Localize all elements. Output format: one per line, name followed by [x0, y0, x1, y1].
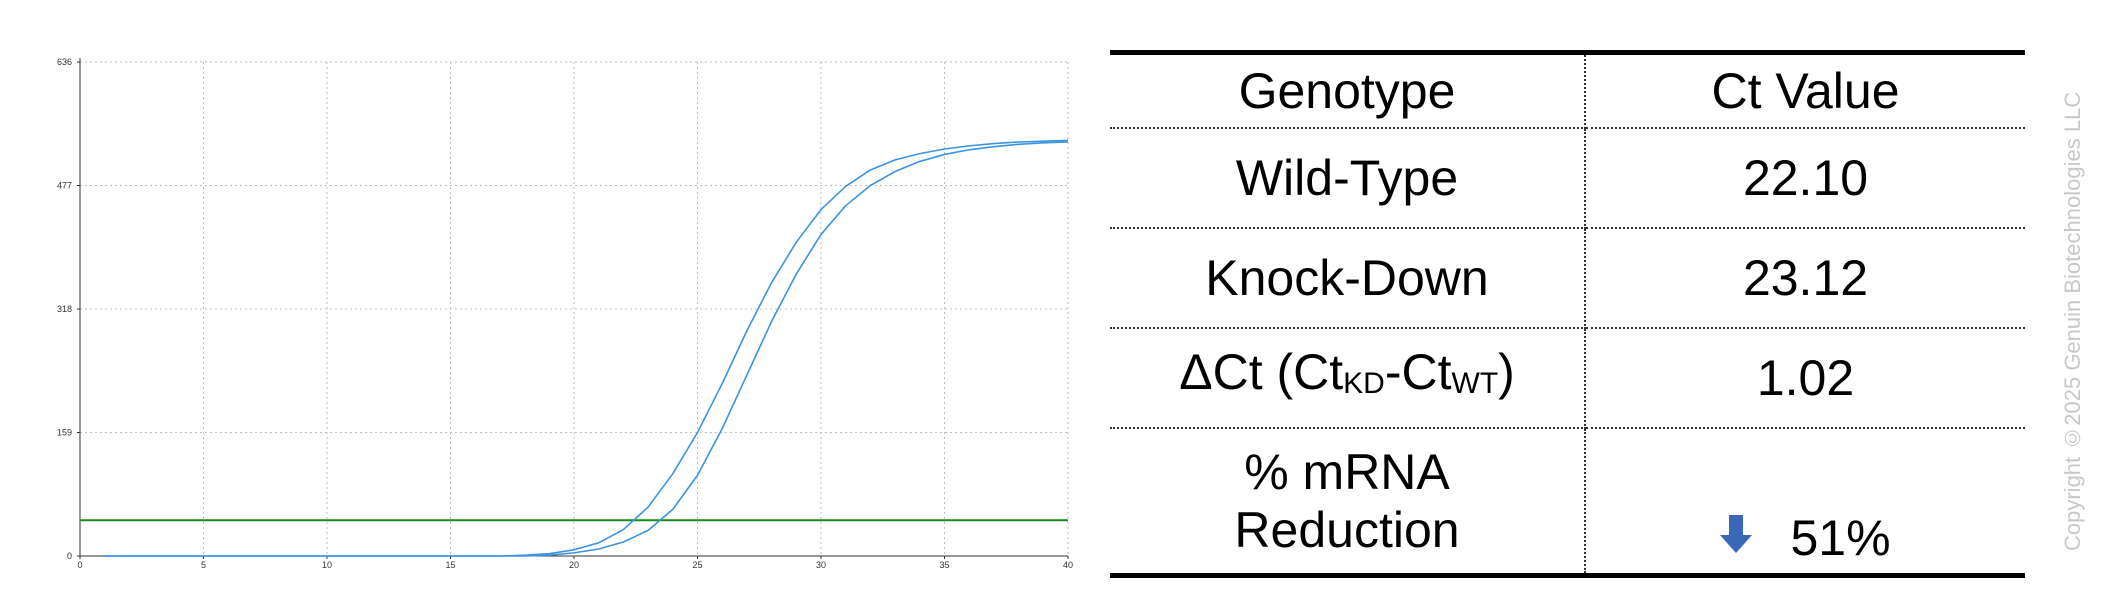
chart-series — [104, 139, 1069, 557]
amplification-curve-1 — [104, 139, 1069, 557]
amplification-curve-2 — [104, 141, 1069, 557]
x-tick-label: 5 — [201, 560, 206, 570]
x-tick-label: 40 — [1063, 560, 1073, 570]
y-tick-label: 318 — [57, 304, 72, 314]
mrna-reduction-label: % mRNA Reduction — [1110, 428, 1586, 576]
ct-results-table: Genotype Ct Value Wild-Type 22.10 Knock-… — [1110, 50, 2025, 578]
x-tick-label: 35 — [939, 560, 949, 570]
delta-ct-label: ΔCt (CtKD-CtWT) — [1110, 328, 1586, 429]
reduction-label-line1: % mRNA — [1244, 444, 1450, 500]
header-ct-value: Ct Value — [1585, 52, 2025, 129]
y-tick-label: 636 — [57, 57, 72, 67]
y-tick-label: 0 — [67, 551, 72, 561]
mrna-reduction-value-cell: 51% — [1585, 428, 2025, 576]
x-tick-label: 0 — [77, 560, 82, 570]
y-tick-label: 477 — [57, 181, 72, 191]
table-row-wild-type: Wild-Type 22.10 — [1110, 128, 2025, 229]
knock-down-label: Knock-Down — [1110, 228, 1586, 329]
chart-tick-labels: 0 5 10 15 20 25 30 35 40 0 159 318 477 636 — [57, 57, 1073, 570]
x-tick-label: 25 — [692, 560, 702, 570]
delta-ct-prefix: ΔCt (Ct — [1179, 344, 1344, 400]
mrna-reduction-value: 51% — [1790, 510, 1891, 566]
down-arrow-icon — [1720, 515, 1753, 553]
header-genotype: Genotype — [1110, 52, 1586, 129]
x-tick-label: 15 — [445, 560, 455, 570]
wild-type-label: Wild-Type — [1110, 128, 1586, 229]
wild-type-value: 22.10 — [1585, 128, 2025, 229]
delta-ct-sub-wt: WT — [1451, 367, 1499, 400]
amplification-chart: 0 5 10 15 20 25 30 35 40 0 159 318 477 636 — [57, 57, 1073, 570]
table-header-row: Genotype Ct Value — [1110, 52, 2025, 129]
delta-ct-mid: -Ct — [1384, 344, 1452, 400]
table-row-delta-ct: ΔCt (CtKD-CtWT) 1.02 — [1110, 328, 2025, 429]
y-tick-label: 159 — [57, 428, 72, 438]
table-row-mrna-reduction: % mRNA Reduction 51% — [1110, 428, 2025, 576]
delta-ct-suffix: ) — [1498, 344, 1515, 400]
table-row-knock-down: Knock-Down 23.12 — [1110, 228, 2025, 329]
delta-ct-value: 1.02 — [1585, 328, 2025, 429]
copyright-notice: Copyright ©2025 Genuin Biotechnologies L… — [2060, 91, 2085, 551]
knock-down-value: 23.12 — [1585, 228, 2025, 329]
ct-results-table-wrap: Genotype Ct Value Wild-Type 22.10 Knock-… — [1110, 50, 2025, 578]
reduction-label-line2: Reduction — [1234, 502, 1460, 558]
x-tick-label: 20 — [569, 560, 579, 570]
delta-ct-sub-kd: KD — [1343, 367, 1385, 400]
chart-grid — [80, 61, 1069, 556]
x-tick-label: 10 — [322, 560, 332, 570]
x-tick-label: 30 — [816, 560, 826, 570]
